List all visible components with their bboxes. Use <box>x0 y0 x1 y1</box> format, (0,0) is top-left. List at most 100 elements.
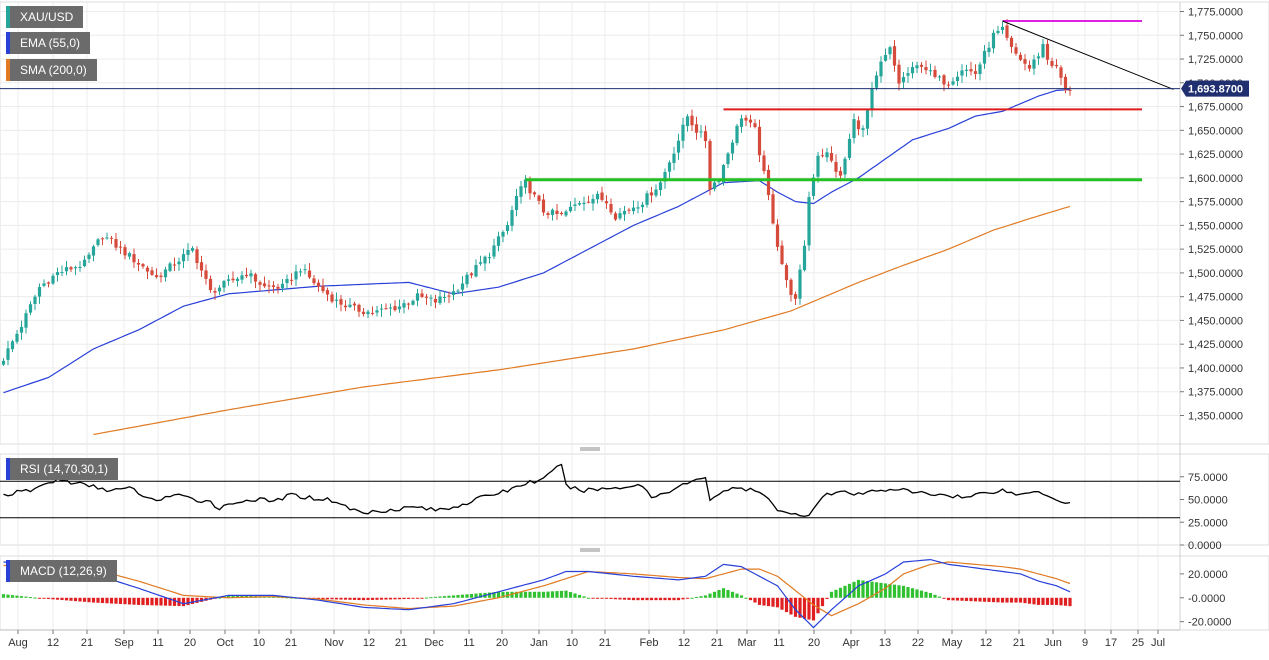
macd-histogram-bar <box>919 590 924 598</box>
x-tick-label: 13 <box>879 637 891 649</box>
macd-histogram-bar <box>672 597 676 601</box>
candle-body <box>514 195 519 211</box>
candle-body <box>951 81 955 85</box>
candle-body <box>672 153 676 163</box>
candle-body <box>942 75 946 85</box>
candle-body <box>1045 43 1050 60</box>
macd-histogram-bar <box>748 597 753 601</box>
candle-body <box>195 249 199 264</box>
macd-histogram-bar <box>834 589 838 598</box>
macd-histogram-bar <box>150 597 154 606</box>
macd-histogram-bar <box>996 597 1000 603</box>
candle-body <box>568 206 573 212</box>
price-tick-label: 1,575.0000 <box>1188 197 1243 209</box>
macd-histogram-bar <box>676 597 681 601</box>
macd-histogram-bar <box>681 597 685 600</box>
rsi-tick-label: 75.0000 <box>1188 472 1228 484</box>
candle-body <box>262 283 267 287</box>
candle-body <box>870 88 874 111</box>
current-price-label: 1,693.8700 <box>1188 84 1243 96</box>
candle-body <box>312 278 316 284</box>
legend-price[interactable]: XAU/USD <box>6 6 84 28</box>
candle-body <box>199 262 204 271</box>
macd-histogram-bar <box>474 593 478 598</box>
x-tick-label: Oct <box>216 637 233 649</box>
candle-body <box>159 275 163 278</box>
legend-rsi[interactable]: RSI (14,70,30,1) <box>6 458 119 480</box>
macd-histogram-bar <box>699 596 703 598</box>
candle-body <box>33 296 37 304</box>
candle-body <box>879 61 883 77</box>
candle-body <box>645 193 649 205</box>
candle-body <box>357 304 361 312</box>
candle-body <box>1050 61 1054 66</box>
x-tick-label: May <box>942 637 963 649</box>
candle-body <box>685 116 690 127</box>
candle-body <box>1063 76 1068 91</box>
candle-body <box>100 238 105 240</box>
macd-histogram-bar <box>19 596 24 598</box>
macd-histogram-bar <box>402 597 406 600</box>
candle-body <box>780 245 784 265</box>
candle-body <box>888 47 892 55</box>
macd-histogram-bar <box>366 597 370 601</box>
macd-histogram-bar <box>388 597 393 600</box>
candle-body <box>276 286 280 289</box>
x-tick-label: Sep <box>114 637 134 649</box>
macd-histogram-bar <box>757 597 762 605</box>
candle-body <box>1 360 6 365</box>
macd-histogram-bar <box>28 597 33 599</box>
macd-histogram-bar <box>717 590 721 598</box>
candle-body <box>438 296 442 304</box>
macd-histogram-bar <box>186 597 190 606</box>
candle-body <box>78 266 82 268</box>
macd-histogram-bar <box>370 597 375 600</box>
candle-body <box>658 182 663 191</box>
candle-body <box>811 177 816 196</box>
x-tick-label: 11 <box>463 637 474 649</box>
candle-body <box>654 189 658 196</box>
candle-body <box>627 209 631 211</box>
macd-histogram-bar <box>586 597 591 599</box>
legend-sma[interactable]: SMA (200,0) <box>6 59 97 81</box>
candle-body <box>226 279 231 281</box>
legend-ema[interactable]: EMA (55,0) <box>6 32 91 54</box>
macd-histogram-bar <box>1009 597 1014 603</box>
macd-histogram-bar <box>109 597 114 604</box>
x-tick-label: Nov <box>324 637 344 649</box>
legend-macd[interactable]: MACD (12,26,9) <box>6 560 117 582</box>
macd-histogram-bar <box>802 597 807 619</box>
macd-histogram-bar <box>424 597 429 599</box>
macd-histogram-bar <box>1000 597 1005 603</box>
macd-histogram-bar <box>874 582 879 598</box>
candle-body <box>28 304 33 313</box>
candle-body <box>343 305 348 308</box>
candle-body <box>393 306 397 311</box>
macd-histogram-bar <box>532 591 537 598</box>
price-tick-label: 1,450.0000 <box>1188 315 1243 327</box>
x-tick-label: 9 <box>1082 637 1088 649</box>
macd-histogram-bar <box>649 597 654 601</box>
macd-histogram-bar <box>609 597 613 599</box>
macd-histogram-bar <box>375 597 379 600</box>
candle-body <box>919 64 924 67</box>
x-tick-label: Apr <box>842 637 859 649</box>
candle-body <box>816 155 820 177</box>
price-tick-label: 1,525.0000 <box>1188 244 1243 256</box>
macd-histogram-bar <box>991 597 996 603</box>
candle-body <box>267 285 271 287</box>
macd-histogram-bar <box>730 591 735 598</box>
candle-body <box>451 291 456 295</box>
macd-histogram-bar <box>82 597 87 602</box>
candle-body <box>433 298 438 303</box>
macd-histogram-bar <box>798 597 802 618</box>
macd-histogram-bar <box>843 585 847 598</box>
x-tick-label: 20 <box>184 637 196 649</box>
candle-body <box>681 124 685 141</box>
x-tick-label: 10 <box>253 637 265 649</box>
macd-histogram-bar <box>847 583 852 598</box>
candle-body <box>964 69 969 72</box>
macd-histogram-bar <box>528 591 532 598</box>
x-tick-label: 12 <box>47 637 59 649</box>
